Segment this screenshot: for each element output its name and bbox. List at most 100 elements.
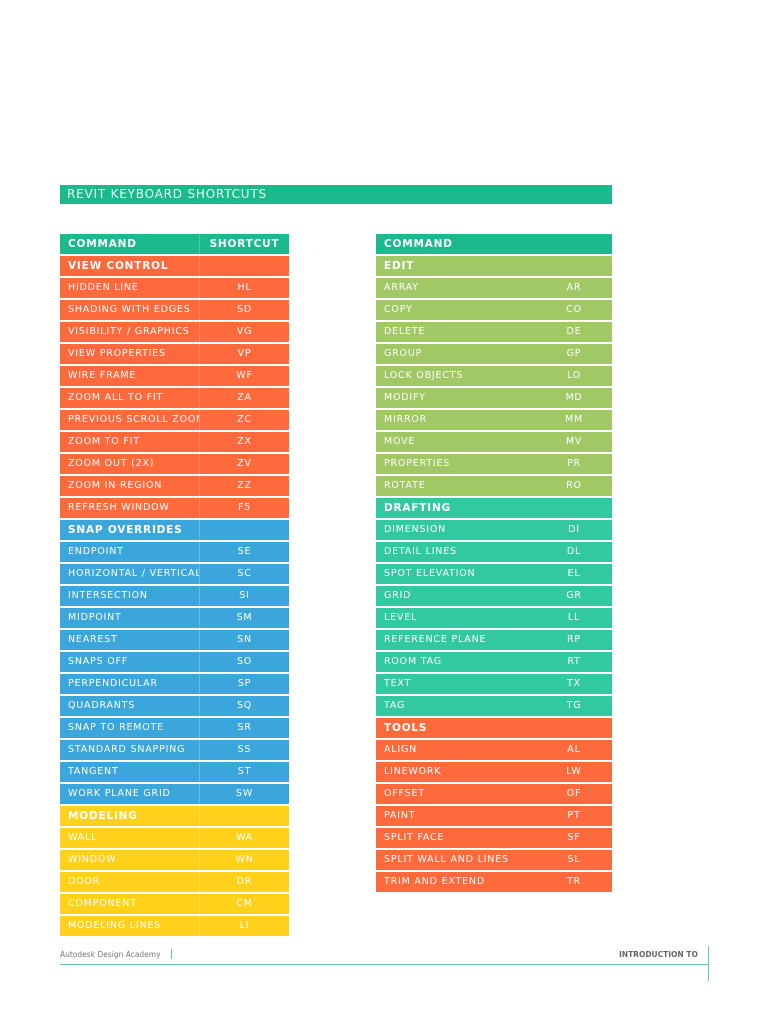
- shortcut-cell: LL: [567, 612, 581, 623]
- table-row: SPLIT FACE SF: [376, 828, 612, 848]
- command-cell: SPLIT FACE: [384, 832, 445, 843]
- shortcut-cell: ZZ: [237, 480, 252, 491]
- section-title: TOOLS: [384, 722, 428, 734]
- command-cell: LEVEL: [384, 612, 418, 623]
- table-row: MODIFY MD: [376, 388, 612, 408]
- table-header: COMMAND SHORTCUT: [60, 234, 289, 254]
- section-title: SNAP OVERRIDES: [60, 520, 200, 540]
- table-row: PERPENDICULAR SP: [60, 674, 289, 694]
- table-row: SHADING WITH EDGES SD: [60, 300, 289, 320]
- table-row: SNAPS OFF SO: [60, 652, 289, 672]
- command-cell: INTERSECTION: [60, 586, 200, 606]
- command-cell: DIMENSION: [384, 524, 447, 535]
- shortcut-cell: SQ: [236, 700, 253, 711]
- shortcut-cell: LW: [566, 766, 582, 777]
- command-cell: PERPENDICULAR: [60, 674, 200, 694]
- shortcut-cell: OF: [566, 788, 582, 799]
- command-cell: ALIGN: [384, 744, 418, 755]
- section-row: DRAFTING: [376, 498, 612, 518]
- command-cell: WALL: [60, 828, 200, 848]
- table-row: SNAP TO REMOTE SR: [60, 718, 289, 738]
- command-cell: VIEW PROPERTIES: [60, 344, 200, 364]
- shortcut-cell: DL: [566, 546, 582, 557]
- command-cell: WINDOW: [60, 850, 200, 870]
- shortcut-cell: SF: [567, 832, 581, 843]
- table-row: VISIBILITY / GRAPHICS VG: [60, 322, 289, 342]
- command-cell: SPLIT WALL AND LINES: [384, 854, 509, 865]
- table-row: ROTATE RO: [376, 476, 612, 496]
- command-cell: MIDPOINT: [60, 608, 200, 628]
- page-title: REVIT KEYBOARD SHORTCUTS: [60, 185, 612, 204]
- command-cell: SNAP TO REMOTE: [60, 718, 200, 738]
- command-cell: DETAIL LINES: [384, 546, 457, 557]
- table-row: DETAIL LINES DL: [376, 542, 612, 562]
- shortcut-cell: CO: [566, 304, 582, 315]
- shortcut-cell: VP: [237, 348, 252, 359]
- table-row: WIRE FRAME WF: [60, 366, 289, 386]
- command-cell: GRID: [384, 590, 412, 601]
- table-row: TRIM AND EXTEND TR: [376, 872, 612, 892]
- table-row: SPOT ELEVATION EL: [376, 564, 612, 584]
- shortcut-cell: SW: [235, 788, 254, 799]
- table-row: SPLIT WALL AND LINES SL: [376, 850, 612, 870]
- command-header: COMMAND: [60, 234, 200, 254]
- shortcut-cell: GR: [566, 590, 582, 601]
- table-row: ZOOM TO FIT ZX: [60, 432, 289, 452]
- command-cell: ZOOM ALL TO FIT: [60, 388, 200, 408]
- right-shortcut-table: COMMAND EDIT ARRAY AR COPY CO DELETE DE GROUP GP…: [376, 234, 612, 894]
- shortcut-cell: LO: [566, 370, 582, 381]
- shortcut-cell: MM: [565, 414, 583, 425]
- command-cell: LINEWORK: [384, 766, 442, 777]
- command-cell: ROOM TAG: [384, 656, 442, 667]
- command-cell: GROUP: [384, 348, 423, 359]
- section-row: MODELING: [60, 806, 289, 826]
- table-row: ROOM TAG RT: [376, 652, 612, 672]
- command-cell: DELETE: [384, 326, 426, 337]
- shortcut-cell: SN: [237, 634, 252, 645]
- shortcut-cell: DR: [236, 876, 253, 887]
- shortcut-cell: MD: [565, 392, 583, 403]
- command-cell: PROPERTIES: [384, 458, 451, 469]
- command-cell: ROTATE: [384, 480, 426, 491]
- section-row: EDIT: [376, 256, 612, 276]
- shortcut-cell: WN: [235, 854, 254, 865]
- shortcut-cell: ZA: [237, 392, 252, 403]
- shortcut-cell: SR: [237, 722, 252, 733]
- command-cell: COMPONENT: [60, 894, 200, 914]
- table-header: COMMAND: [376, 234, 612, 254]
- shortcut-cell: MV: [565, 436, 583, 447]
- shortcut-cell: CM: [236, 898, 253, 909]
- command-cell: VISIBILITY / GRAPHICS: [60, 322, 200, 342]
- command-cell: SNAPS OFF: [60, 652, 200, 672]
- command-cell: PAINT: [384, 810, 416, 821]
- table-row: WALL WA: [60, 828, 289, 848]
- table-row: TANGENT ST: [60, 762, 289, 782]
- command-cell: ARRAY: [384, 282, 419, 293]
- shortcut-cell: SC: [237, 568, 252, 579]
- shortcut-cell: ST: [237, 766, 252, 777]
- shortcut-cell: SO: [236, 656, 253, 667]
- table-row: COPY CO: [376, 300, 612, 320]
- shortcut-cell: ZV: [237, 458, 252, 469]
- shortcut-cell: PR: [567, 458, 581, 469]
- shortcut-cell: RT: [567, 656, 581, 667]
- section-row: VIEW CONTROL: [60, 256, 289, 276]
- table-row: MODELING LINES LI: [60, 916, 289, 936]
- table-row: ZOOM IN REGION ZZ: [60, 476, 289, 496]
- shortcut-cell: VG: [236, 326, 253, 337]
- table-row: OFFSET OF: [376, 784, 612, 804]
- command-cell: ZOOM IN REGION: [60, 476, 200, 496]
- section-row: TOOLS: [376, 718, 612, 738]
- footer-section-title: INTRODUCTION TO: [619, 950, 698, 959]
- shortcut-cell: PT: [567, 810, 581, 821]
- command-cell: TRIM AND EXTEND: [384, 876, 485, 887]
- shortcut-cell: AR: [566, 282, 582, 293]
- command-cell: STANDARD SNAPPING: [60, 740, 200, 760]
- left-shortcut-table: COMMAND SHORTCUT VIEW CONTROL HIDDEN LINE…: [60, 234, 289, 938]
- shortcut-cell: TG: [566, 700, 582, 711]
- table-row: ENDPOINT SE: [60, 542, 289, 562]
- command-cell: QUADRANTS: [60, 696, 200, 716]
- section-title: EDIT: [384, 260, 415, 272]
- shortcut-cell: TR: [566, 876, 581, 887]
